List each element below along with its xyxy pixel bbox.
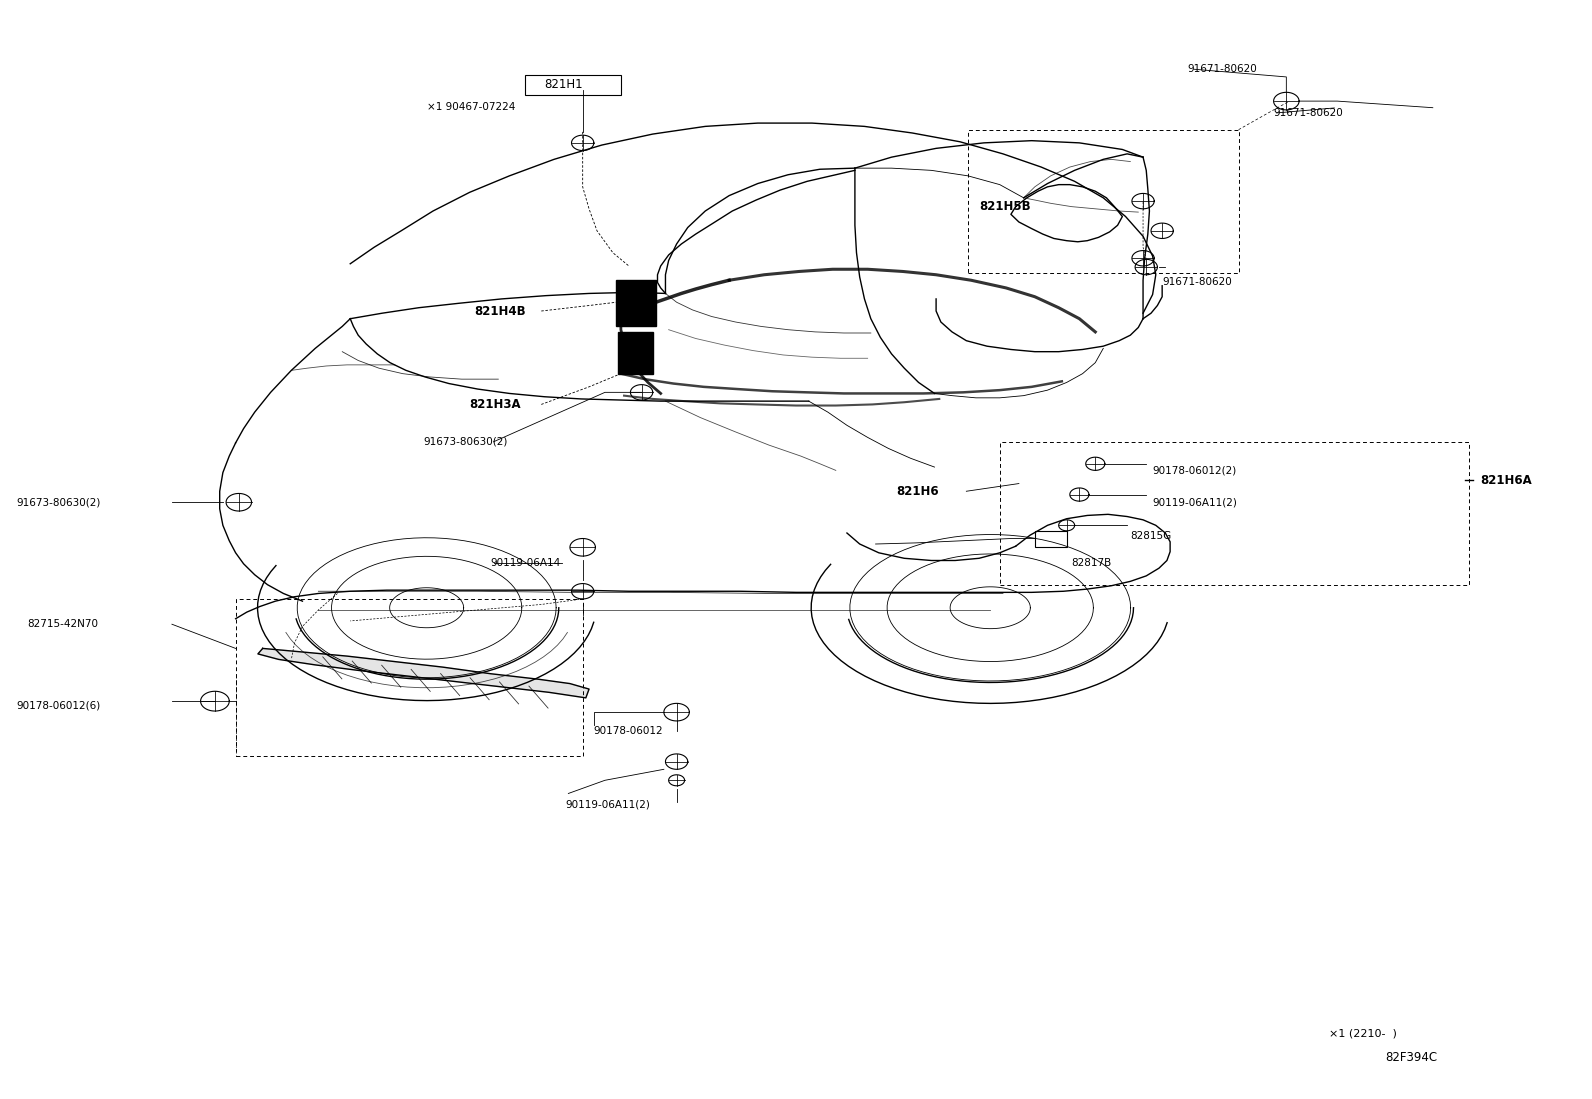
Text: 821H5B: 821H5B <box>979 200 1030 213</box>
Text: 821H1: 821H1 <box>544 78 583 91</box>
Text: 821H6A: 821H6A <box>1481 474 1533 487</box>
Text: 821H4B: 821H4B <box>474 304 525 318</box>
Bar <box>618 332 653 374</box>
Bar <box>525 75 621 95</box>
Text: 91673-80630(2): 91673-80630(2) <box>16 497 100 508</box>
Text: ×1 (2210-  ): ×1 (2210- ) <box>1329 1028 1398 1039</box>
Text: 821H3A: 821H3A <box>470 398 521 411</box>
Text: 91671-80620: 91671-80620 <box>1188 64 1258 75</box>
Text: 82F394C: 82F394C <box>1385 1051 1438 1064</box>
Text: 90178-06012: 90178-06012 <box>594 725 664 736</box>
Text: ×1 90467-07224: ×1 90467-07224 <box>427 101 516 112</box>
Text: 82815G: 82815G <box>1130 531 1172 542</box>
Text: 91673-80630(2): 91673-80630(2) <box>423 436 508 447</box>
Text: 90119-06A14: 90119-06A14 <box>490 557 560 568</box>
Text: 82817B: 82817B <box>1071 557 1111 568</box>
Text: 90178-06012(2): 90178-06012(2) <box>1153 465 1237 476</box>
Bar <box>1035 531 1067 547</box>
Text: 91671-80620: 91671-80620 <box>1274 108 1344 119</box>
Text: 90178-06012(6): 90178-06012(6) <box>16 700 100 711</box>
Text: 90119-06A11(2): 90119-06A11(2) <box>565 799 650 810</box>
Polygon shape <box>258 648 589 698</box>
Text: 821H6: 821H6 <box>896 485 939 498</box>
Bar <box>616 280 656 326</box>
Text: 90119-06A11(2): 90119-06A11(2) <box>1153 497 1237 508</box>
Text: 82715-42N70: 82715-42N70 <box>27 619 99 630</box>
Text: 91671-80620: 91671-80620 <box>1162 277 1232 288</box>
